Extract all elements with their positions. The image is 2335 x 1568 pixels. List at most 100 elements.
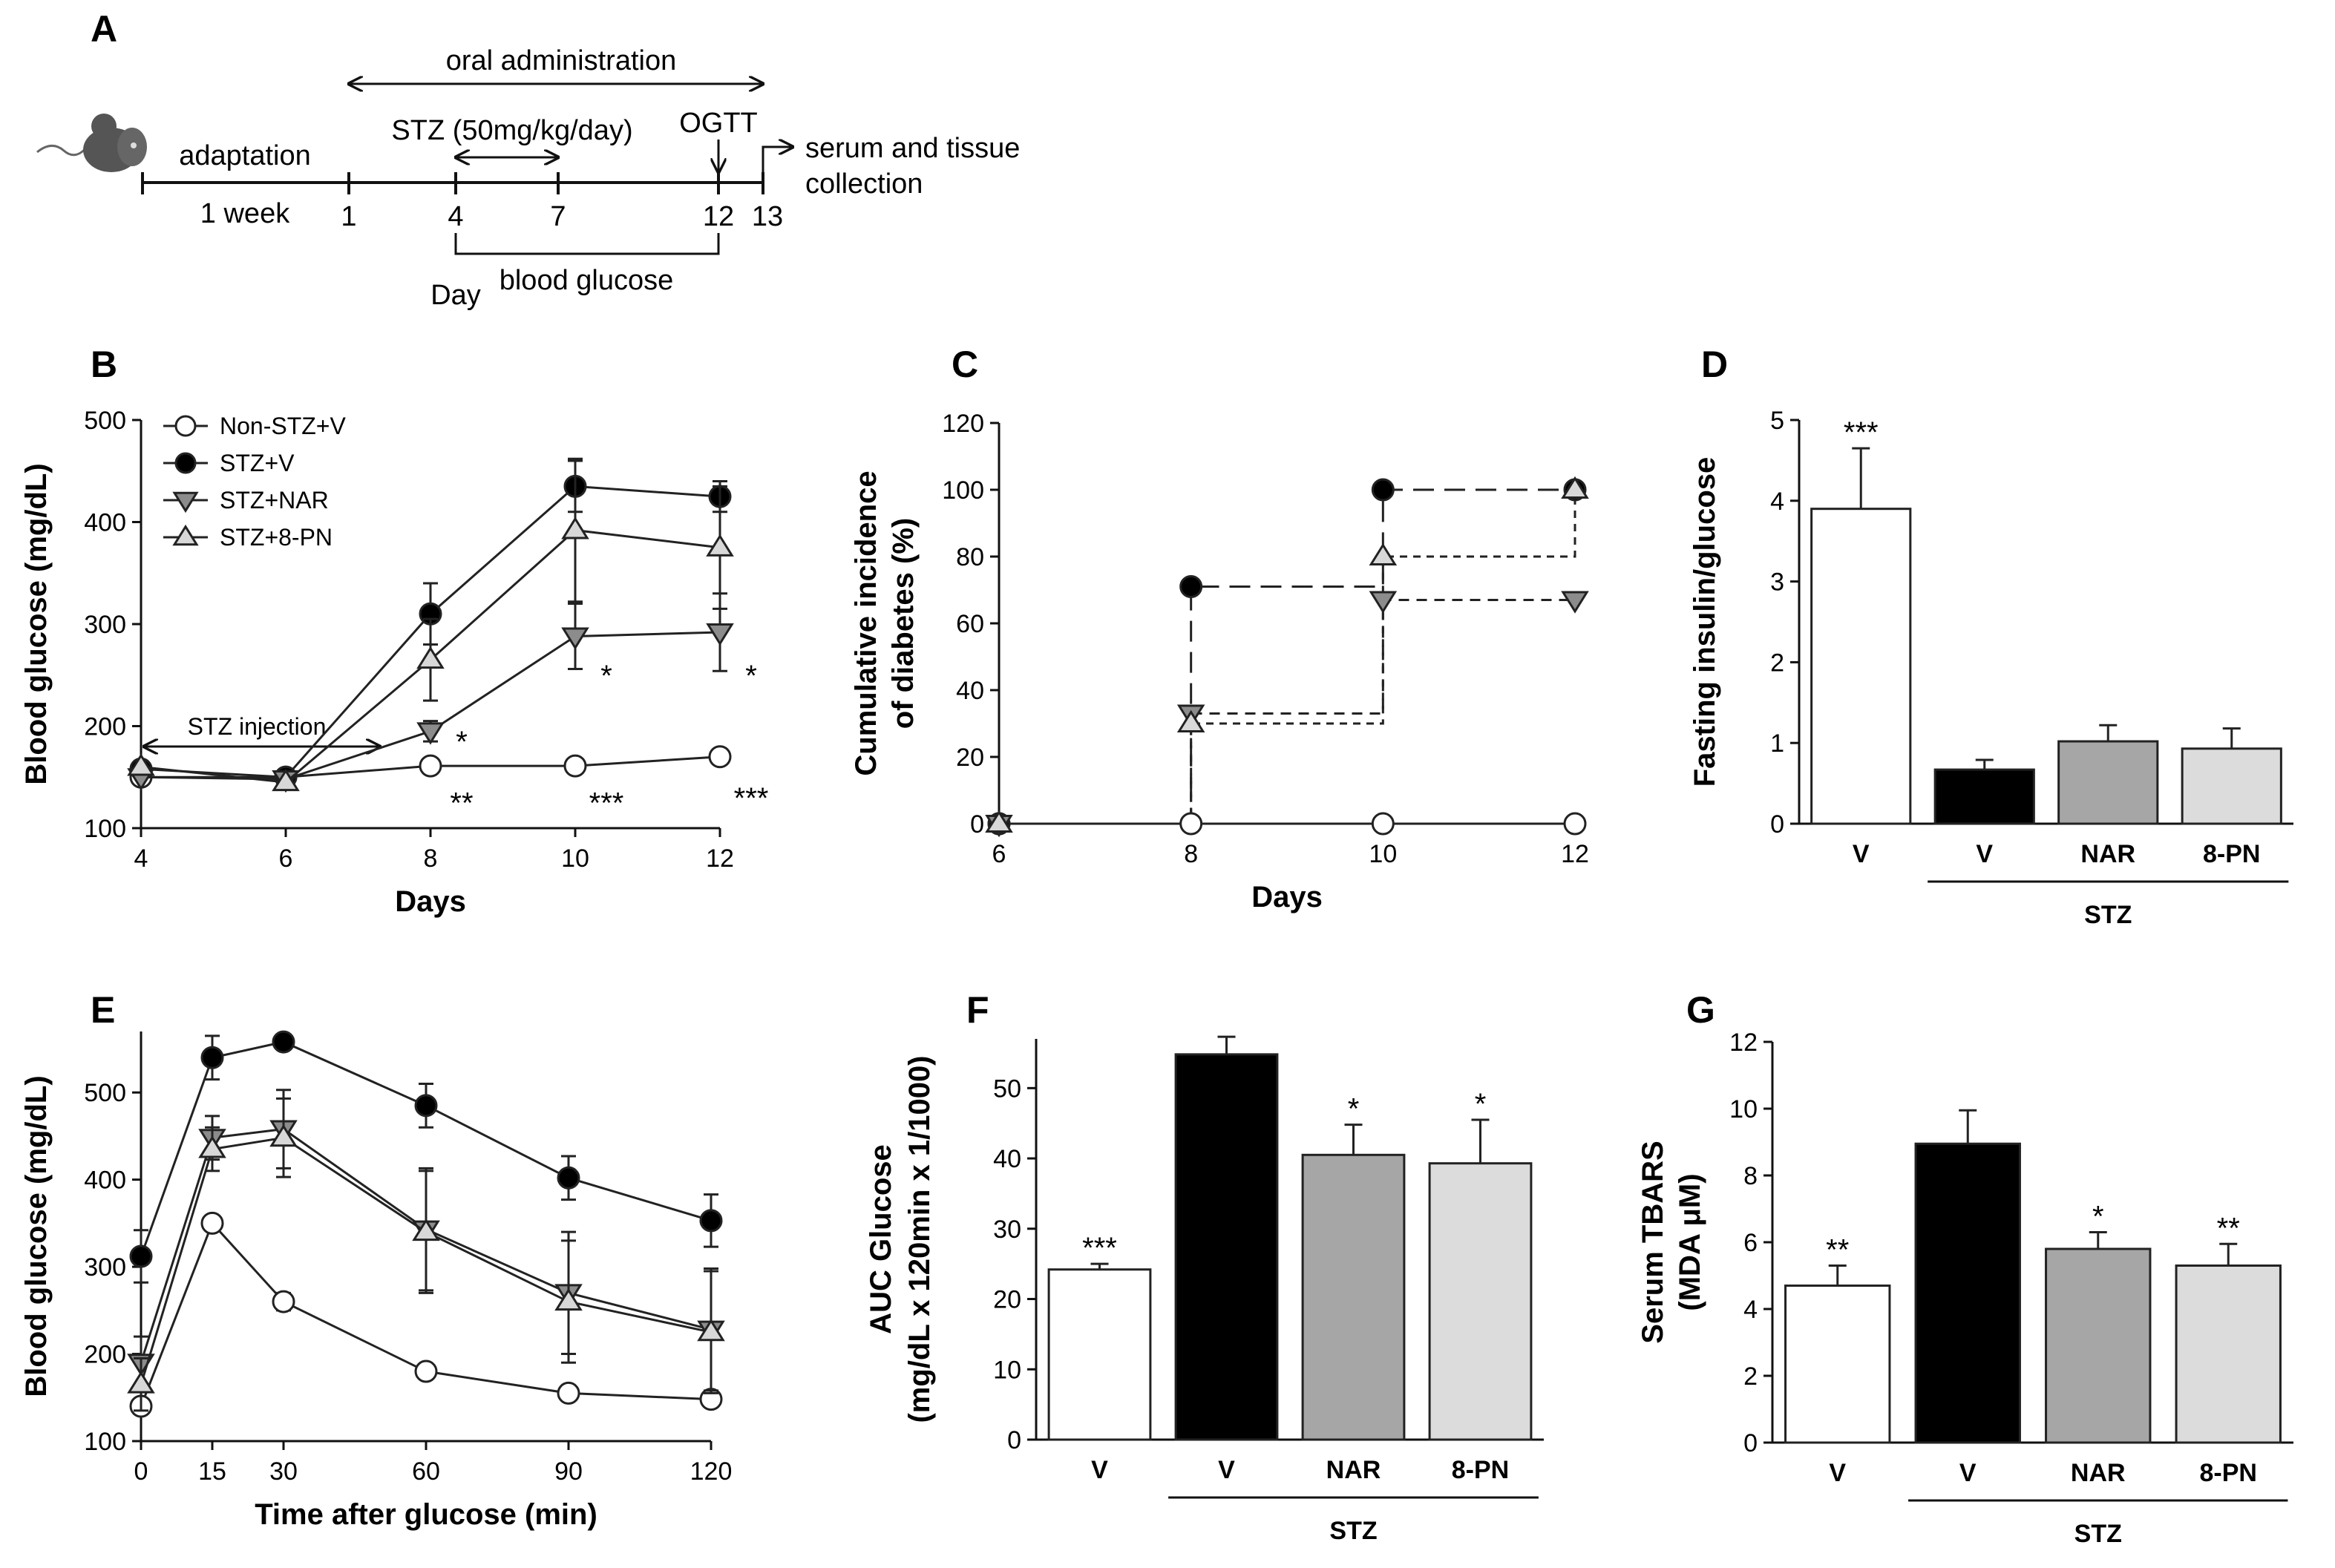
data-point-0-2 [1371,812,1395,836]
timeline-tick-1: 1 [341,201,356,232]
timeline-tick-12: 12 [703,201,734,232]
significance-label: *** [589,787,624,820]
stz-injection-label: STZ injection [188,713,327,740]
data-point-3-3 [1561,476,1589,499]
bar-0 [1047,1268,1152,1441]
y-tick-label: 1 [1770,729,1784,758]
panel-letter-f: F [966,989,989,1031]
panel-letter-e: E [91,989,115,1031]
significance-label: * [1475,1088,1487,1121]
significance-label: * [600,660,612,692]
panel-letter-b: B [91,344,117,385]
y-tick-label: 2 [1770,649,1784,677]
y-tick-label: 6 [1743,1229,1758,1257]
data-point-1-3 [414,1094,438,1118]
x-tick-label: 12 [1561,840,1589,868]
x-tick-label: 30 [269,1457,298,1486]
data-point-0-4 [708,745,732,769]
data-point-0-2 [272,1290,295,1313]
category-label: NAR [1326,1456,1381,1484]
data-point-0-1 [1179,812,1203,836]
stz-dose-label: STZ (50mg/kg/day) [391,115,632,146]
x-tick-label: 4 [134,844,148,873]
ogtt-label: OGTT [679,108,758,139]
y-tick-label: 4 [1770,488,1784,516]
significance-label: * [2092,1201,2104,1233]
blood-glucose-label: blood glucose [500,265,674,296]
x-axis-title: Days [1251,881,1323,913]
data-point-1-4 [557,1166,580,1190]
legend-marker-3 [172,524,199,546]
y-tick-label: 0 [1007,1426,1021,1454]
significance-label: * [745,660,757,692]
legend-marker-0 [174,415,197,437]
x-tick-label: 60 [412,1457,440,1486]
data-point-0-4 [557,1381,580,1405]
category-label: V [1218,1456,1235,1484]
y-tick-label: 20 [956,744,984,772]
panel-letter-d: D [1701,344,1728,385]
adaptation-label: adaptation [179,140,311,171]
significance-label: ** [450,787,473,820]
stz-group-label: STZ [2074,1520,2122,1548]
y-tick-label: 10 [1729,1095,1758,1123]
category-label: 8-PN [1452,1456,1509,1484]
blood-glucose-bracket [454,233,720,255]
y-tick-label: 20 [993,1286,1021,1314]
data-point-3-1 [1176,709,1205,732]
y-tick-label: 40 [956,677,984,705]
stz-group-label: STZ [1329,1517,1377,1545]
day-label: Day [430,280,481,311]
data-point-3-3 [412,1218,440,1241]
data-point-3-2 [269,1124,298,1147]
x-tick-label: 6 [992,840,1006,868]
x-tick-label: 15 [198,1457,226,1486]
timeline-tick-13: 13 [752,201,783,232]
data-point-1-1 [1179,575,1203,598]
data-point-0-3 [1563,812,1587,836]
x-tick-label: 12 [706,844,734,873]
chart-fasting-insulin: 0 1 2 3 4 5 *** V V NAR 8-PN STZ Fasting insulin/glu… [1689,407,2293,929]
data-point-3-0 [985,810,1013,833]
y-tick-label: 30 [993,1216,1021,1244]
chart-blood-glucose-days: 100 200 300 400 500 4 6 8 10 12 Days Blood glucose … [20,407,768,918]
legend-label-0: Non-STZ+V [220,413,346,439]
y-tick-label: 0 [1743,1429,1758,1457]
bar-1 [1174,1053,1279,1441]
collection-arrow [762,147,793,174]
y-tick-label: 200 [84,1341,126,1369]
panel-letter-c: C [952,344,978,385]
y-tick-label: 60 [956,610,984,638]
x-tick-label: 120 [690,1457,733,1486]
y-tick-label: 500 [84,1079,126,1107]
significance-label: ** [2217,1212,2240,1244]
data-point-3-4 [706,534,734,557]
data-point-0-3 [414,1359,438,1383]
legend-label-1: STZ+V [220,450,295,476]
category-label: 8-PN [2203,840,2260,868]
y-axis-title: Blood glucose (mg/dL) [20,1075,53,1397]
y-tick-label: 100 [942,476,984,505]
serum-label-2: collection [805,168,923,200]
bar-2 [1301,1153,1406,1441]
x-axis-title: Time after glucose (min) [255,1498,597,1531]
x-tick-label: 0 [134,1457,148,1486]
one-week-label: 1 week [200,198,290,229]
category-label: V [1829,1459,1846,1487]
y-tick-label: 10 [993,1356,1021,1384]
significance-label: *** [734,782,769,815]
y-tick-label: 40 [993,1145,1021,1173]
y-tick-label: 300 [84,1253,126,1282]
category-label: V [1853,840,1870,868]
serum-label-1: serum and tissue [805,133,1020,164]
y-axis-title-1: Serum TBARS [1637,1141,1669,1343]
x-tick-label: 10 [561,844,589,873]
legend-marker-1 [174,452,197,474]
x-tick-label: 8 [1184,840,1198,868]
y-tick-label: 80 [956,543,984,571]
bar-2 [2045,1247,2152,1444]
data-point-2-3 [561,627,589,650]
y-tick-label: 500 [84,407,126,435]
y-tick-label: 5 [1770,407,1784,435]
y-axis-title: Blood glucose (mg/dL) [20,463,53,784]
